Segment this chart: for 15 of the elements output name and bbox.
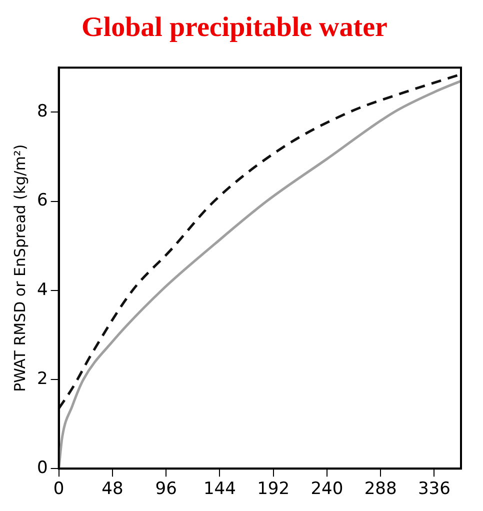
y-tick-label: 8 [36,102,48,122]
chart-title: Global precipitable water [82,12,388,44]
y-tick-label: 0 [36,458,48,478]
y-tick-label: 4 [36,280,48,300]
x-tick-label: 0 [53,479,64,500]
x-tick-label: 336 [418,479,450,500]
y-axis-title: PWAT RMSD or EnSpread (kg/m²) [10,144,29,392]
x-tick-label: 144 [203,479,236,500]
x-tick-label: 192 [257,479,290,500]
y-tick-label: 6 [36,190,48,211]
x-tick-label: 240 [310,479,344,500]
x-tick-label: 288 [364,479,397,500]
y-tick-label: 2 [36,368,48,389]
x-tick-label: 48 [102,479,124,500]
x-tick-label: 96 [155,479,177,500]
